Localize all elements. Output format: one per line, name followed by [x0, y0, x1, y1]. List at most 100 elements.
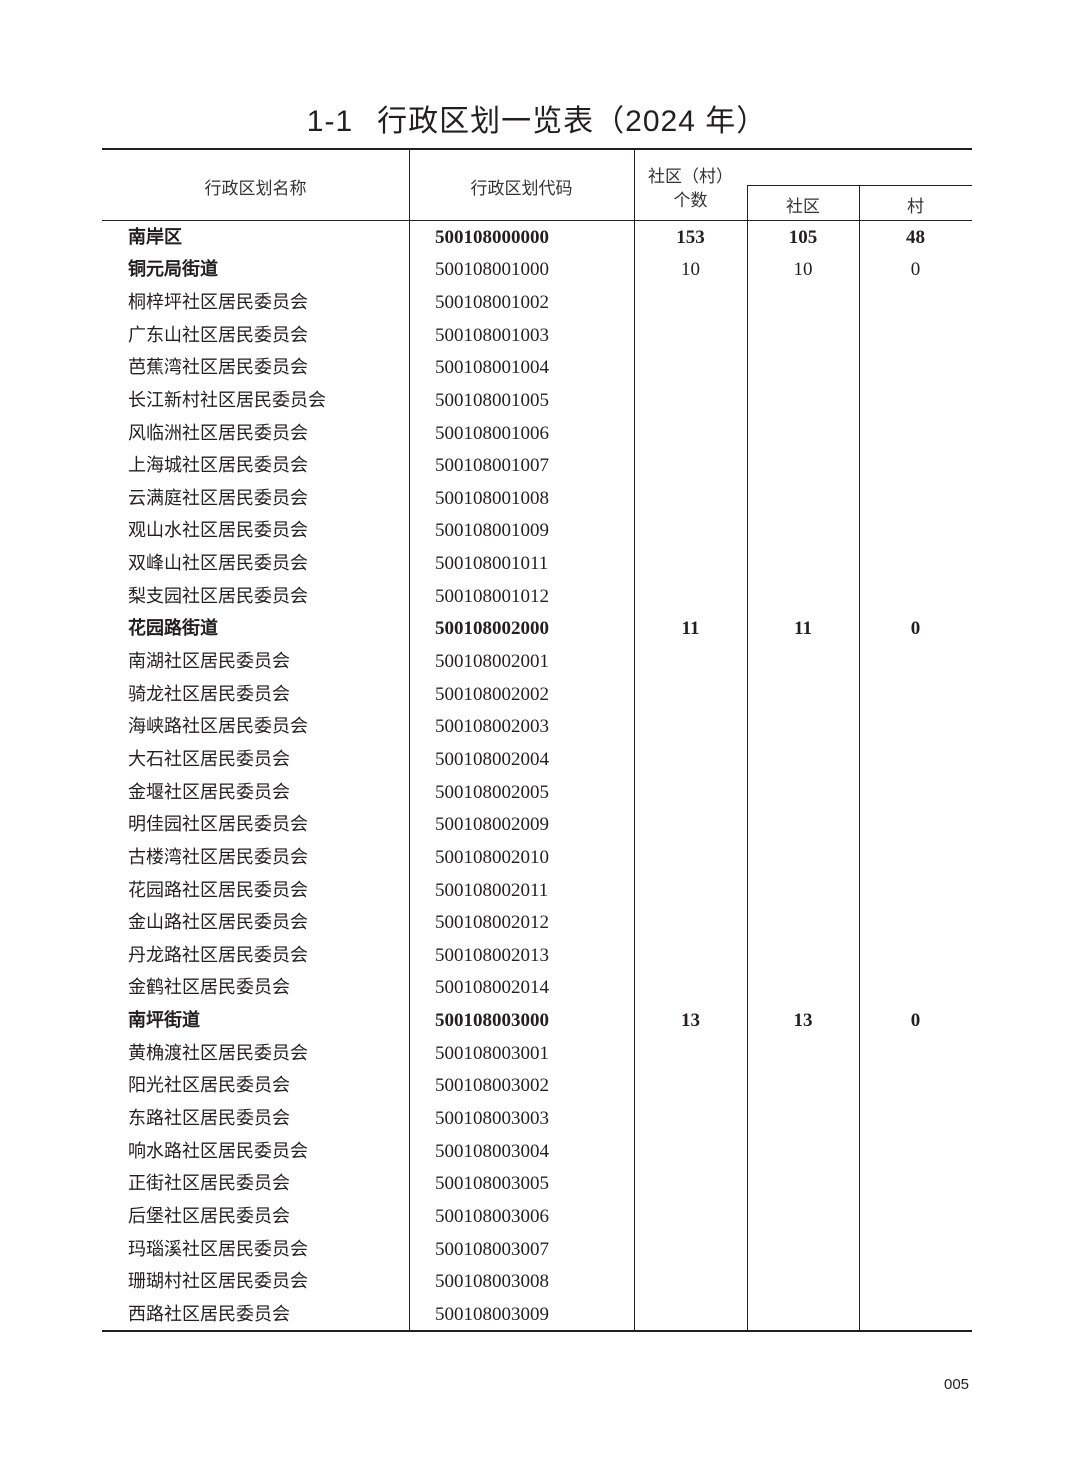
community-count: 105 [788, 226, 818, 248]
division-code: 500108003006 [435, 1205, 549, 1227]
header-count-line2: 个数 [673, 191, 708, 211]
village-count: 0 [910, 618, 921, 640]
total-count: 13 [681, 1010, 700, 1032]
header-community: 社区 [786, 197, 820, 217]
division-name: 双峰山社区居民委员会 [128, 553, 308, 575]
table-row: 明佳园社区居民委员会 500108002009 [102, 809, 972, 842]
table-row: 梨支园社区居民委员会 500108001012 [102, 581, 972, 614]
column-divider [747, 185, 748, 1330]
division-code: 500108001000 [435, 259, 549, 281]
table-row: 双峰山社区居民委员会 500108001011 [102, 548, 972, 581]
table-row: 观山水社区居民委员会 500108001009 [102, 515, 972, 548]
table-row: 南湖社区居民委员会 500108002001 [102, 646, 972, 679]
table-row: 长江新村社区居民委员会 500108001005 [102, 385, 972, 418]
division-name: 桐梓坪社区居民委员会 [128, 291, 308, 313]
village-count: 0 [910, 1010, 921, 1032]
division-name: 南岸区 [128, 226, 182, 248]
division-code: 500108002004 [435, 748, 549, 770]
table-row: 正街社区居民委员会 500108003005 [102, 1168, 972, 1201]
division-name: 南湖社区居民委员会 [128, 651, 290, 673]
division-code: 500108002009 [435, 814, 549, 836]
division-name: 南坪街道 [128, 1010, 200, 1032]
table-row: 花园路街道 500108002000 11 11 0 [102, 613, 972, 646]
division-name: 后堡社区居民委员会 [128, 1205, 290, 1227]
table-row: 风临洲社区居民委员会 500108001006 [102, 418, 972, 451]
division-code: 500108003004 [435, 1140, 549, 1162]
division-name: 西路社区居民委员会 [128, 1303, 290, 1325]
division-code: 500108001005 [435, 389, 549, 411]
table-row: 东路社区居民委员会 500108003003 [102, 1103, 972, 1136]
header-bottom-rule [102, 220, 972, 221]
division-code: 500108002013 [435, 944, 549, 966]
table-row: 丹龙路社区居民委员会 500108002013 [102, 940, 972, 973]
division-name: 上海城社区居民委员会 [128, 455, 308, 477]
division-code: 500108003005 [435, 1173, 549, 1195]
division-code: 500108002000 [435, 618, 549, 640]
division-code: 500108002005 [435, 781, 549, 803]
community-count: 13 [793, 1010, 813, 1032]
division-code: 500108002001 [435, 651, 549, 673]
division-name: 金鹤社区居民委员会 [128, 977, 290, 999]
total-count: 153 [676, 226, 705, 248]
table-row: 古楼湾社区居民委员会 500108002010 [102, 842, 972, 875]
page-number: 005 [944, 1376, 970, 1393]
table-title: 行政区划一览表（2024 年） [377, 105, 768, 138]
table-row: 花园路社区居民委员会 500108002011 [102, 875, 972, 908]
table-row: 金山路社区居民委员会 500108002012 [102, 907, 972, 940]
table-row: 芭蕉湾社区居民委员会 500108001004 [102, 352, 972, 385]
table-number: 1-1 [306, 105, 354, 138]
division-code: 500108002011 [435, 879, 549, 901]
header-name: 行政区划名称 [204, 179, 307, 199]
division-code: 500108001006 [435, 422, 549, 444]
top-rule [102, 148, 972, 150]
table-row: 骑龙社区居民委员会 500108002002 [102, 679, 972, 712]
column-divider [859, 185, 860, 1330]
column-divider [409, 150, 410, 1330]
table-row: 桐梓坪社区居民委员会 500108001002 [102, 287, 972, 320]
division-code: 500108003002 [435, 1075, 549, 1097]
division-code: 500108002003 [435, 716, 549, 738]
division-name: 东路社区居民委员会 [128, 1107, 290, 1129]
table-row: 玛瑙溪社区居民委员会 500108003007 [102, 1234, 972, 1267]
division-code: 500108001011 [435, 553, 549, 575]
division-name: 金山路社区居民委员会 [128, 912, 308, 934]
division-name: 海峡路社区居民委员会 [128, 716, 308, 738]
table-row: 南岸区 500108000000 153 105 48 [102, 222, 972, 255]
division-code: 500108003007 [435, 1238, 549, 1260]
division-name: 梨支园社区居民委员会 [128, 585, 308, 607]
division-name: 花园路社区居民委员会 [128, 879, 308, 901]
village-count: 48 [906, 226, 925, 248]
village-count: 0 [910, 259, 921, 281]
division-name: 明佳园社区居民委员会 [128, 814, 308, 836]
division-code: 500108002014 [435, 977, 549, 999]
division-name: 花园路街道 [128, 618, 218, 640]
table-row: 后堡社区居民委员会 500108003006 [102, 1201, 972, 1234]
table-row: 广东山社区居民委员会 500108001003 [102, 320, 972, 353]
division-name: 黄桷渡社区居民委员会 [128, 1042, 308, 1064]
division-code: 500108002002 [435, 683, 549, 705]
division-name: 观山水社区居民委员会 [128, 520, 308, 542]
division-code: 500108001007 [435, 455, 549, 477]
division-name: 响水路社区居民委员会 [128, 1140, 308, 1162]
header-code: 行政区划代码 [470, 179, 573, 199]
division-code: 500108001008 [435, 487, 549, 509]
community-count: 10 [793, 259, 813, 281]
table-row: 西路社区居民委员会 500108003009 [102, 1299, 972, 1332]
table-row: 金鹤社区居民委员会 500108002014 [102, 972, 972, 1005]
table-row: 海峡路社区居民委员会 500108002003 [102, 711, 972, 744]
division-name: 古楼湾社区居民委员会 [128, 846, 308, 868]
community-count: 11 [794, 618, 812, 640]
table-row: 响水路社区居民委员会 500108003004 [102, 1136, 972, 1169]
division-code: 500108001003 [435, 324, 549, 346]
division-name: 芭蕉湾社区居民委员会 [128, 357, 308, 379]
division-name: 广东山社区居民委员会 [128, 324, 308, 346]
table-row: 金堰社区居民委员会 500108002005 [102, 777, 972, 810]
table-row: 大石社区居民委员会 500108002004 [102, 744, 972, 777]
table-row: 珊瑚村社区居民委员会 500108003008 [102, 1266, 972, 1299]
table-row: 云满庭社区居民委员会 500108001008 [102, 483, 972, 516]
division-code: 500108001002 [435, 291, 549, 313]
division-code: 500108002012 [435, 912, 549, 934]
division-code: 500108003000 [435, 1010, 549, 1032]
header-village: 村 [907, 197, 924, 217]
division-name: 铜元局街道 [128, 259, 218, 281]
